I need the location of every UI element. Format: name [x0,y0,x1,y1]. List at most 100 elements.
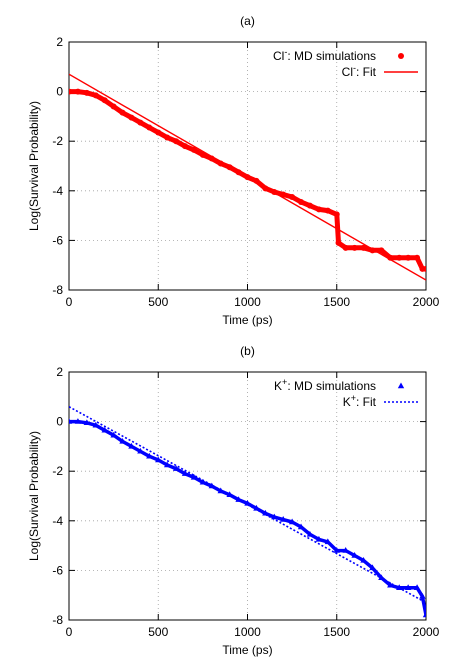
data-point [280,516,287,522]
data-point [404,584,412,590]
data-point [422,611,426,618]
x-tick-label: 1000 [234,625,261,639]
data-point [101,97,108,104]
data-point [413,584,421,590]
data-point [335,239,342,246]
data-point [342,547,349,553]
data-point [137,119,144,126]
data-point [69,418,73,424]
y-tick-label: -6 [52,233,63,247]
data-point [146,452,153,459]
x-axis-label: Time (ps) [222,643,272,657]
data-point [164,134,171,141]
legend-swatch [397,382,405,389]
x-tick-label: 1500 [323,295,350,309]
data-point [378,247,385,254]
panel-a: (a) 0 500 1000 1500 2000 -8 -6 -4 -2 0 2 Time (ps) Lo… [27,14,440,327]
data-point [128,114,135,121]
data-point [92,421,99,428]
data-point [315,206,322,213]
y-tick-label: -8 [52,283,63,297]
x-tick-label: 500 [148,625,168,639]
y-tick-label: 0 [56,415,63,429]
x-tick-label: 2000 [413,295,440,309]
data-point [173,138,180,145]
data-point [172,465,180,471]
legend-label: Cl-: MD simulations [273,47,376,63]
data-point [155,456,162,463]
data-point [298,198,305,205]
data-point [360,244,367,251]
data-point [306,530,314,537]
plot-area [69,73,426,281]
data-point [280,191,287,198]
data-point [360,556,367,563]
data-point [324,207,331,214]
data-point [155,129,162,136]
data-point [423,265,426,272]
data-point [414,254,421,261]
data-point [74,88,81,95]
data-point [92,92,99,99]
plot-frame [68,371,427,621]
plot-area [69,406,426,618]
data-point [419,592,426,599]
data-point [405,254,412,261]
y-tick-label: -2 [52,464,63,478]
data-point [387,581,394,588]
data-point [199,151,206,158]
data-point [369,564,376,571]
data-point [69,88,72,95]
data-point [74,418,82,424]
fit-line [69,73,426,281]
y-tick-label: -4 [52,514,63,528]
data-point [262,509,269,516]
data-point [199,478,207,485]
x-axis-label: Time (ps) [222,313,272,327]
legend-label: Cl-: Fit [342,63,377,79]
data-point [297,523,305,530]
data-point [324,538,332,545]
x-tick-label: 0 [66,295,73,309]
data-point [182,143,189,150]
data-point [137,447,144,454]
chart-title: (a) [240,14,255,28]
x-tick-label: 500 [148,295,168,309]
data-point [190,146,197,153]
data-point [83,89,90,96]
y-axis-label: Log(Survival Probability) [27,101,41,231]
data-point [333,211,340,218]
x-tick-label: 1000 [234,295,261,309]
md-trace [69,419,426,617]
data-point [396,254,403,261]
data-point [101,426,108,433]
data-point [146,124,153,131]
data-point [306,202,313,209]
data-point [289,194,296,200]
data-point [333,547,340,553]
data-point [288,518,296,525]
plot-frame [68,41,427,291]
data-point [315,535,323,542]
y-tick-label: 2 [56,365,63,379]
y-tick-label: -2 [52,134,63,148]
data-point [163,461,171,468]
data-point [128,442,135,449]
y-tick-label: -8 [52,613,63,627]
x-tick-label: 0 [66,625,73,639]
data-point [190,473,198,480]
y-tick-label: 2 [56,35,63,49]
data-point [119,437,126,444]
data-point [342,244,349,251]
data-point [110,431,117,438]
x-tick-label: 1500 [323,625,350,639]
data-point [110,103,117,110]
panel-b: (b) 0 500 1000 1500 2000 -8 -6 -4 -2 0 2 Time (ps) Lo… [27,344,440,657]
y-axis-label: Log(Survival Probability) [27,431,41,561]
y-tick-label: -6 [52,563,63,577]
data-point [351,552,358,558]
data-point [351,244,358,251]
